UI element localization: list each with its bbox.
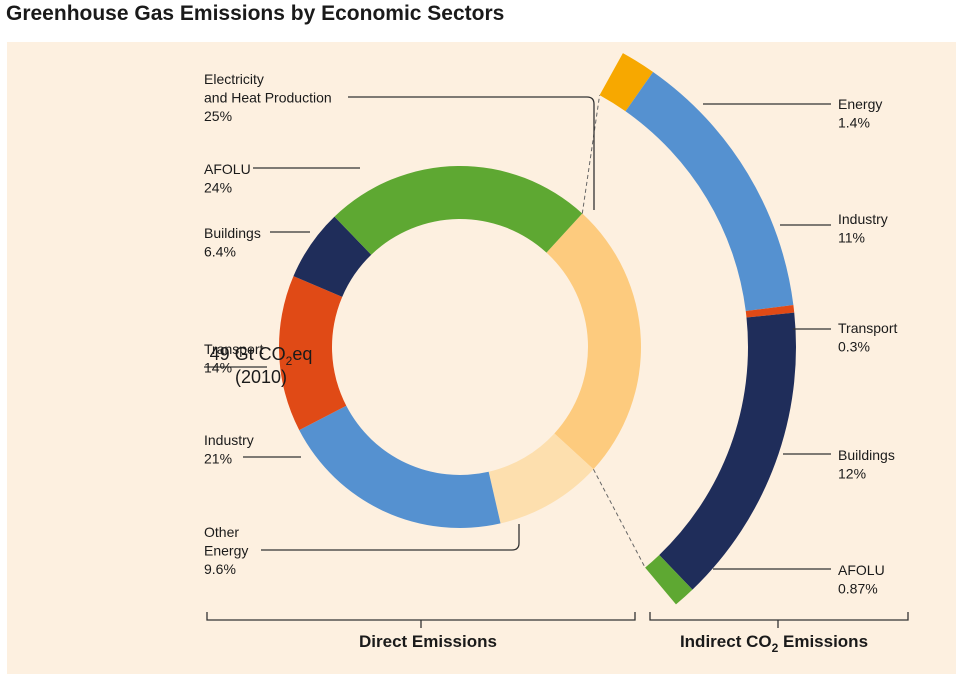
label-industry: Industry 21% (204, 432, 254, 467)
label-buildings: Buildings 6.4% (204, 225, 261, 260)
chart-panel: Electricity and Heat Production 25% Other En… (7, 42, 956, 674)
label-afolu: AFOLU 24% (204, 161, 251, 196)
label-leaders (204, 96, 831, 570)
arc-segment-afolu (645, 554, 693, 605)
arc-label-industry: Industry 11% (838, 211, 888, 246)
donut-slice-other-energy (488, 433, 594, 524)
indirect-emissions-label: Indirect CO2 Emissions (680, 632, 868, 655)
indirect-bracket (649, 612, 909, 628)
indirect-emissions-arc (599, 53, 796, 605)
label-transport: Transport 14% (204, 341, 264, 376)
connector-bottom (593, 469, 646, 568)
donut-slice-buildings (293, 216, 372, 297)
center-label-line2: (2010) (235, 367, 287, 387)
direct-emissions-donut (278, 165, 641, 528)
center-label-line1: 49 Gt CO2eq (210, 344, 313, 368)
donut-slice-electricity-and-heat-production (546, 213, 641, 470)
arc-segment-transport (745, 305, 795, 318)
donut-slice-afolu (334, 165, 583, 255)
donut-slice-industry (299, 405, 501, 528)
group-brackets (206, 612, 909, 628)
slice-labels: Electricity and Heat Production 25% Other En… (204, 71, 898, 597)
leader-other-energy (261, 524, 520, 551)
leader-electricity-and-heat-production (348, 96, 595, 210)
arc-segment-industry (625, 72, 794, 312)
arc-label-energy: Energy 1.4% (838, 96, 882, 131)
arc-label-afolu: AFOLU 0.87% (838, 562, 885, 597)
arc-label-transport: Transport 0.3% (838, 320, 898, 355)
arc-segment-buildings (659, 312, 796, 590)
direct-emissions-label: Direct Emissions (359, 632, 497, 651)
label-other-energy: Other Energy 9.6% (204, 524, 248, 577)
emissions-chart: Electricity and Heat Production 25% Other En… (204, 53, 909, 655)
breakdown-connectors (581, 95, 646, 568)
label-electricity-and-heat-production: Electricity and Heat Production 25% (204, 71, 332, 124)
direct-bracket (206, 612, 636, 628)
arc-segment-energy (599, 53, 654, 112)
donut-slice-transport (278, 276, 347, 431)
chart-title: Greenhouse Gas Emissions by Economic Sec… (6, 2, 505, 25)
connector-top (581, 95, 601, 214)
arc-label-buildings: Buildings 12% (838, 447, 895, 482)
